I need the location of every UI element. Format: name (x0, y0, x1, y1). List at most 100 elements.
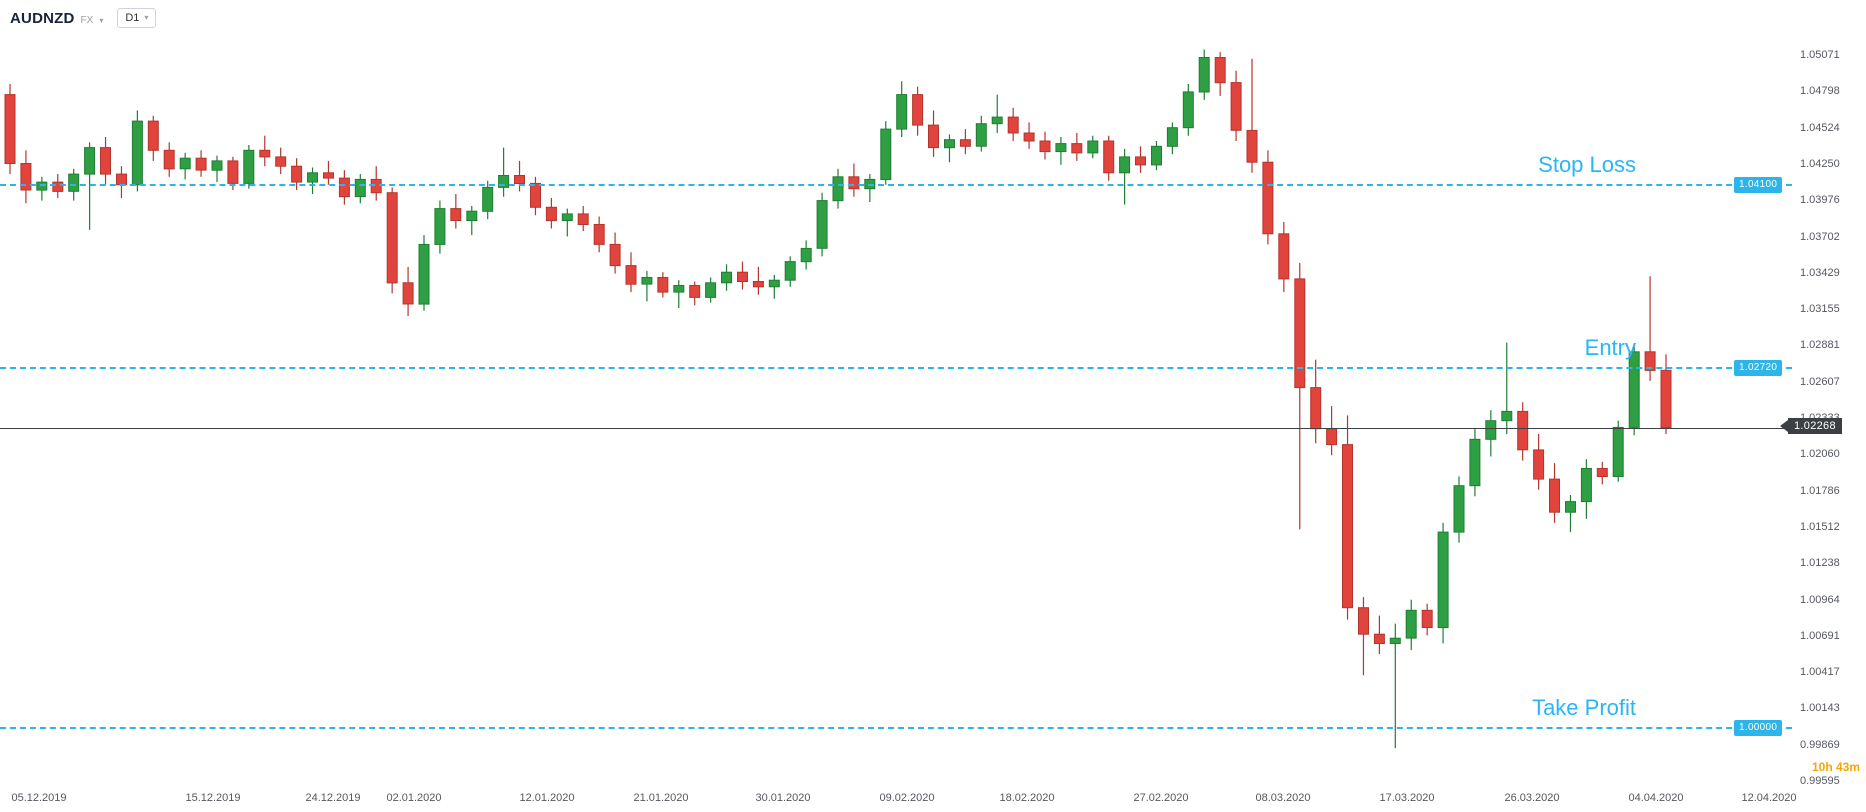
candle-body (36, 181, 48, 191)
left-arrow-icon (1780, 419, 1788, 432)
symbol-name: AUDNZD (10, 9, 75, 27)
bar-close-countdown: 10h 43m (1811, 760, 1860, 774)
candle-body (100, 147, 111, 175)
candle-body (275, 156, 287, 167)
candle-body (1533, 449, 1545, 480)
take_profit-price-tag[interactable]: 1.00000 (1734, 720, 1783, 737)
candle-body (1294, 278, 1306, 389)
candle-body (68, 173, 80, 192)
date-axis-label: 02.01.2020 (386, 792, 442, 804)
candle-body (1469, 438, 1481, 487)
candle-body (195, 157, 207, 171)
candle-body (975, 123, 987, 147)
candle-body (1389, 637, 1401, 645)
candle-body (1198, 57, 1210, 93)
candle-body (1517, 410, 1529, 451)
candle-body (1310, 387, 1322, 430)
price-axis-label: 1.01238 (1800, 557, 1840, 570)
candle-body (1373, 633, 1385, 645)
stop_loss-line[interactable] (0, 183, 1792, 186)
candle-body (291, 165, 303, 183)
date-axis-label: 21.01.2020 (633, 792, 689, 804)
candle-body (1103, 140, 1115, 174)
candle-body (1278, 233, 1290, 280)
candle-body (386, 192, 398, 284)
price-axis-label: 1.01786 (1800, 484, 1840, 497)
date-axis-label: 04.04.2020 (1628, 792, 1684, 804)
candle-body (20, 163, 32, 191)
symbol-selector[interactable]: AUDNZD FX ▾ (10, 10, 103, 27)
take_profit-line[interactable] (0, 727, 1792, 730)
price-axis[interactable]: 1.05071 1.04798 1.04524 1.04250 1.03976 1.037… (1792, 0, 1866, 788)
price-axis-label: 1.02881 (1800, 339, 1840, 352)
date-axis-label: 15.12.2019 (185, 792, 241, 804)
date-axis-label: 18.02.2020 (999, 792, 1055, 804)
candle-body (1342, 444, 1353, 609)
candle-body (1262, 161, 1274, 235)
candle-body (259, 149, 271, 158)
candle-body (752, 281, 764, 288)
candle-body (1437, 531, 1449, 629)
candle-body (450, 208, 462, 222)
candle-body (1628, 351, 1640, 428)
candle-body (944, 139, 955, 149)
candle-body (307, 172, 318, 183)
date-axis-label: 09.02.2020 (879, 792, 935, 804)
price-axis-label: 1.00417 (1800, 666, 1840, 679)
candle-body (179, 157, 191, 170)
candle-body (1565, 501, 1576, 513)
candle-body (1166, 127, 1178, 147)
time-axis[interactable]: 05.12.2019 15.12.2019 24.12.2019 02.01.2020… (0, 788, 1796, 812)
entry-line[interactable] (0, 366, 1792, 369)
price-axis-label: 1.00691 (1800, 629, 1840, 642)
candle-body (243, 149, 255, 184)
candle-body (4, 94, 16, 164)
date-axis-label: 12.04.2020 (1741, 792, 1797, 804)
candle-body (1326, 428, 1338, 446)
candle-body (1230, 82, 1242, 131)
price-axis-label: 0.99869 (1800, 738, 1840, 751)
candle-body (1246, 129, 1258, 163)
candle-body (832, 176, 844, 202)
price-axis-label: 1.03155 (1800, 303, 1840, 316)
candle-body (673, 285, 685, 293)
chart-header: AUDNZD FX ▾ D1 ▾ (10, 8, 157, 28)
entry-price-tag[interactable]: 1.02720 (1734, 359, 1783, 376)
chart-pane[interactable]: Stop Loss 1.04100 Entry 1.02720 Take Profit 1… (0, 0, 1842, 788)
stop_loss-price-tag[interactable]: 1.04100 (1734, 176, 1783, 193)
chevron-down-icon: ▾ (99, 15, 104, 25)
last-price-line (0, 427, 1792, 429)
candle-body (689, 285, 701, 298)
candle-body (1596, 468, 1608, 477)
market-label: FX (80, 14, 94, 26)
candle-body (1644, 351, 1656, 371)
candle-body (1135, 156, 1146, 166)
candle-body (1119, 156, 1131, 174)
price-axis-label: 1.02060 (1800, 448, 1840, 461)
date-axis-label: 30.01.2020 (755, 792, 811, 804)
candle-body (959, 139, 971, 147)
candle-body (1214, 57, 1226, 84)
price-axis-label: 1.03976 (1800, 194, 1840, 207)
candle-body (1612, 426, 1624, 477)
candlestick-chart[interactable] (0, 0, 1792, 788)
candle-body (1007, 116, 1019, 134)
candle-body (593, 224, 605, 245)
candle-body (370, 178, 382, 194)
candle-body (768, 279, 780, 288)
timeframe-button[interactable]: D1 ▾ (117, 8, 157, 28)
candle-body (721, 271, 732, 284)
date-axis-label: 26.03.2020 (1504, 792, 1560, 804)
last-price-value: 1.02268 (1788, 417, 1842, 434)
candle-body (609, 243, 621, 267)
candle-body (816, 200, 828, 249)
candle-body (338, 177, 350, 198)
candle-body (482, 186, 494, 212)
entry-label: Entry (1584, 334, 1636, 360)
candle-body (896, 94, 908, 130)
candle-body (418, 243, 430, 305)
candle-body (514, 175, 525, 184)
candle-body (545, 206, 557, 222)
candle-body (1453, 485, 1465, 533)
